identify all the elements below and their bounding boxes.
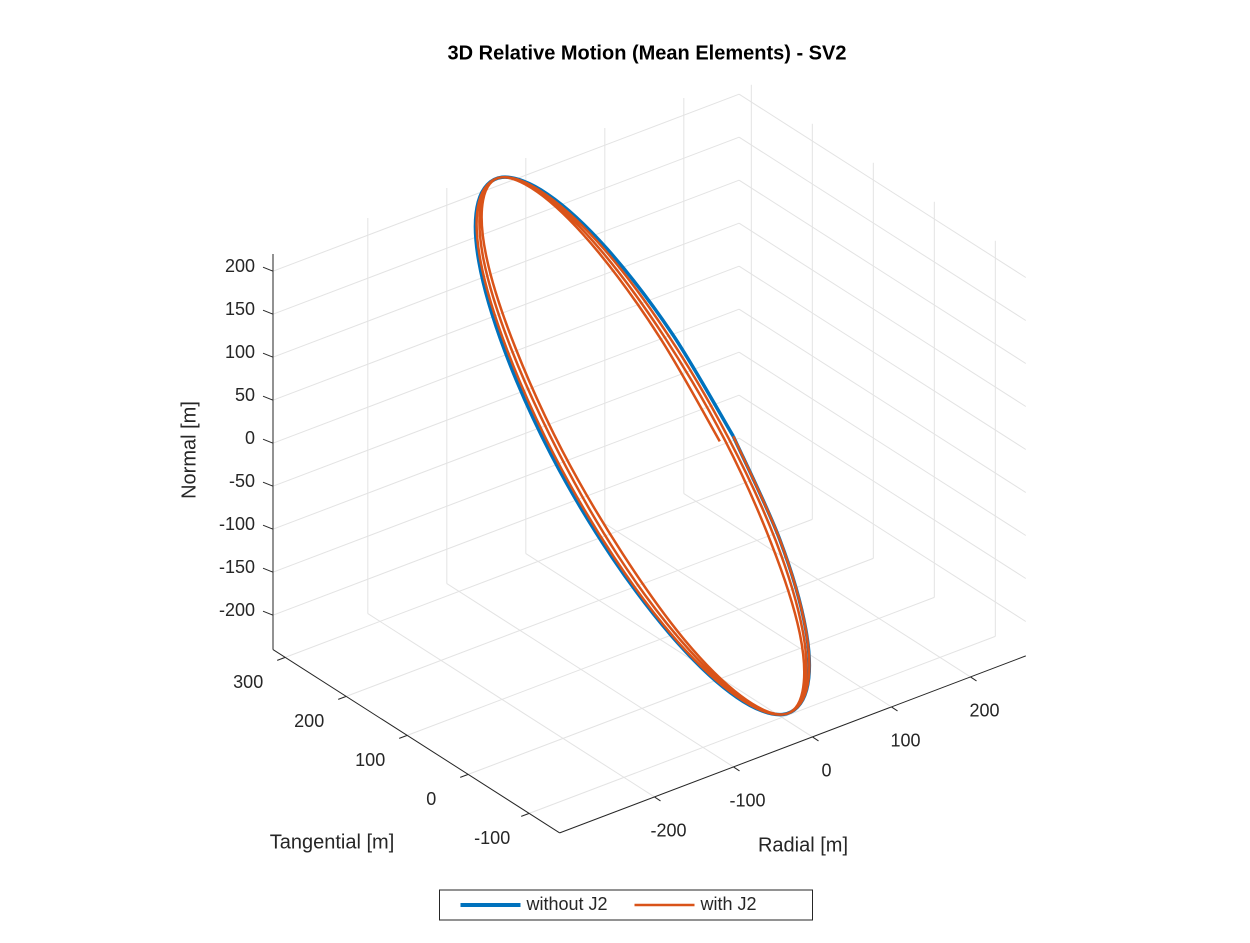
z-tick: [262, 610, 274, 616]
z-tick: [262, 266, 274, 272]
grid-line: [272, 394, 740, 573]
z-tick-label: 50: [235, 385, 255, 405]
grid-line: [529, 635, 996, 814]
grid-line: [346, 518, 813, 697]
x-tick-label: 200: [969, 701, 999, 721]
z-tick: [262, 309, 274, 315]
y-tick-label: 300: [233, 672, 263, 692]
x-tick-label: -200: [650, 821, 686, 841]
grid-line: [738, 437, 1027, 622]
grid-line: [738, 136, 1027, 321]
z-tick-label: 200: [225, 256, 255, 276]
grid-line: [738, 265, 1027, 450]
grid-line: [604, 523, 892, 708]
z-tick-label: -50: [229, 471, 255, 491]
z-tick-label: 100: [225, 342, 255, 362]
y-tick-label: 100: [355, 750, 385, 770]
z-tick-label: 0: [245, 428, 255, 448]
legend-label: without J2: [526, 894, 608, 914]
z-tick: [262, 352, 274, 358]
grid-line: [468, 596, 935, 775]
z-tick: [262, 438, 274, 444]
y-axis-label: Tangential [m]: [270, 831, 395, 853]
z-tick: [262, 481, 274, 487]
z-tick: [262, 395, 274, 401]
z-tick-label: -100: [219, 514, 255, 534]
grid-line: [738, 351, 1027, 536]
grid-line: [738, 179, 1027, 364]
y-tick-label: -100: [474, 828, 510, 848]
grid-line: [272, 351, 740, 530]
y-tick-label: 200: [294, 711, 324, 731]
grid-line: [285, 479, 752, 658]
plot-lines: [473, 175, 812, 717]
x-tick-label: 100: [890, 731, 920, 751]
grid-line: [272, 136, 740, 315]
y-tick: [277, 656, 286, 661]
series-line: [475, 175, 811, 716]
grid-line: [738, 308, 1027, 493]
grid: [272, 84, 1027, 814]
x-tick-label: -100: [729, 791, 765, 811]
x-tick: [970, 676, 977, 682]
grid-line: [272, 179, 740, 358]
grid-line: [367, 613, 655, 798]
x-tick: [812, 736, 819, 742]
y-tick: [399, 734, 408, 739]
y-tick: [521, 812, 530, 817]
grid-line: [446, 583, 734, 768]
grid-line: [272, 437, 740, 616]
x-tick-label: 0: [821, 761, 831, 781]
grid-line: [272, 93, 740, 272]
x-axis-label: Radial [m]: [758, 834, 848, 856]
grid-line: [683, 493, 971, 678]
x-tick: [891, 706, 898, 712]
y-axis-line: [272, 649, 560, 834]
y-tick: [338, 695, 347, 700]
legend: without J2 with J2: [439, 889, 813, 921]
z-tick-label: -200: [219, 600, 255, 620]
chart-title: 3D Relative Motion (Mean Elements) - SV2: [448, 42, 847, 64]
z-tick: [262, 567, 274, 573]
z-tick-label: -150: [219, 557, 255, 577]
grid-line: [738, 222, 1027, 407]
x-tick: [654, 796, 661, 802]
axes: -200 -100 0 100 200 -100 0 100 200 300 -200 -150 -10…: [219, 254, 1026, 848]
legend-label: with J2: [700, 894, 757, 914]
grid-line: [525, 553, 813, 738]
z-axis-label: Normal [m]: [178, 401, 200, 499]
grid-line: [272, 222, 740, 401]
grid-line: [738, 93, 1027, 278]
x-tick: [733, 766, 740, 772]
z-tick-label: 150: [225, 299, 255, 319]
y-tick: [460, 773, 469, 778]
grid-line: [738, 394, 1027, 579]
z-tick: [262, 524, 274, 530]
x-axis-line: [559, 655, 1026, 834]
y-tick-label: 0: [426, 789, 436, 809]
